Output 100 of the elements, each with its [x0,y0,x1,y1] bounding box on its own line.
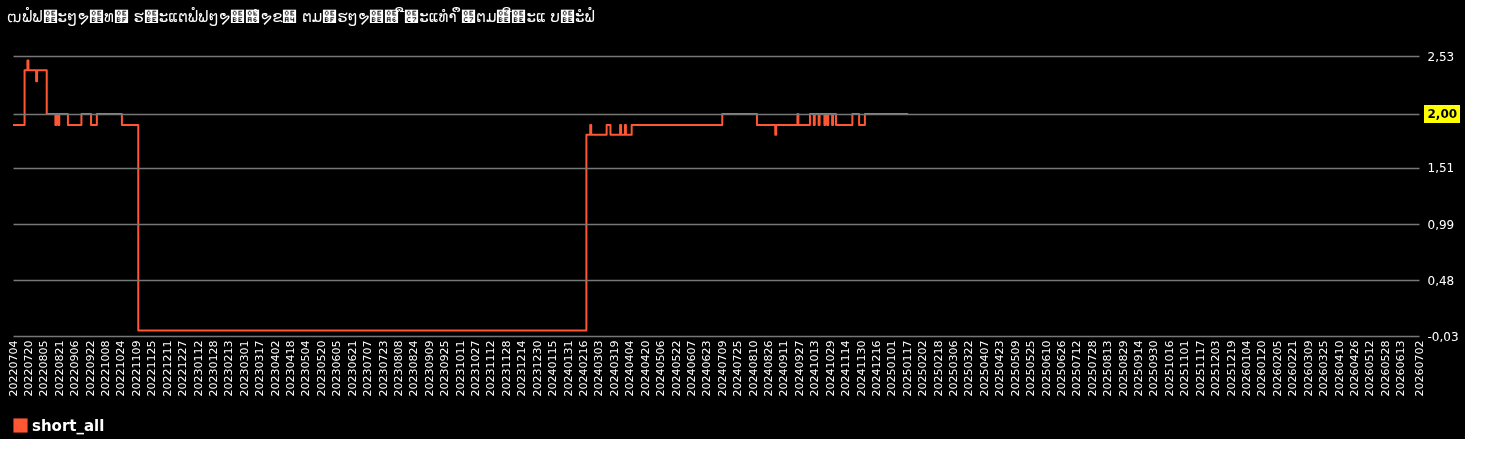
y-tick-label: 2,53 [1427,49,1455,64]
x-tick-label: 20240115 [546,340,560,397]
x-tick-label: 20250322 [962,340,976,397]
x-tick-label: 20230909 [422,340,436,397]
x-tick-label: 20251203 [1209,340,1223,397]
x-tick-label: 20251016 [1162,340,1176,397]
x-tick-label: 20230808 [391,340,405,397]
x-tick-label: 20241114 [839,340,853,397]
x-tick-label: 20260528 [1378,340,1392,397]
y-tick-label: -0,03 [1427,329,1459,344]
x-tick-label: 20250914 [1132,340,1146,397]
x-tick-label: 20240131 [561,340,575,397]
x-tick-label: 20240216 [576,340,590,397]
x-tick-label: 20221109 [129,340,143,397]
x-tick-label: 20250423 [993,340,1007,397]
x-tick-label: 20240826 [762,340,776,397]
x-tick-label: 20241029 [823,340,837,397]
x-tick-label: 20250202 [916,340,930,397]
x-tick-label: 20230621 [345,340,359,397]
x-tick-label: 20240522 [669,340,683,397]
y-tick-label: 0,99 [1427,217,1455,232]
x-tick-label: 20240607 [684,340,698,397]
x-tick-label: 20260221 [1286,340,1300,397]
x-tick-label: 20240709 [715,340,729,397]
x-tick-label: 20260104 [1240,340,1253,397]
x-tick-label: 20230824 [407,340,421,397]
x-tick-label: 20251219 [1224,340,1238,397]
x-tick-label: 20220906 [68,340,82,397]
x-tick-label: 20240303 [592,340,606,397]
x-tick-label: 20230112 [191,340,205,397]
x-tick-label: 20230301 [237,340,251,397]
x-tick-label: 20260426 [1347,340,1361,397]
y-tick-label: 0,48 [1427,273,1455,288]
x-tick-label: 20230213 [222,340,236,397]
x-tick-label: 20221125 [145,340,159,397]
y-tick-label: 1,51 [1427,161,1455,176]
x-tick-label: 20241216 [869,340,883,397]
x-tick-label: 20260702 [1412,340,1426,397]
x-tick-label: 20230317 [253,340,267,397]
x-tick-label: 20251101 [1178,340,1192,397]
x-tick-label: 20250610 [1039,340,1053,397]
x-tick-label: 20231230 [530,340,544,397]
x-tick-label: 20250218 [931,340,945,397]
x-tick-label: 20240506 [654,340,668,397]
x-tick-label: 20230605 [330,340,344,397]
x-tick-label: 20250626 [1054,340,1068,397]
x-tick-label: 20231011 [453,340,467,397]
x-tick-label: 20241130 [854,340,868,397]
x-tick-label: 20240404 [623,340,637,397]
x-tick-label: 20251117 [1193,340,1207,397]
x-tick-label: 20250117 [900,340,914,397]
x-tick-label: 20230402 [268,340,282,397]
x-tick-label: 20260325 [1317,340,1331,397]
x-tick-label: 20240319 [607,340,621,397]
x-tick-label: 20250813 [1101,340,1115,397]
x-tick-label: 20250525 [1024,340,1038,397]
x-tick-label: 20230707 [361,340,375,397]
chart-title: ຒຟໍຟ຾ະໆຯ຾ທ຿ ຮ຾ະແຕຟໍຟໆຯ຾຦ໍຯຂ຤ ຕມ຿ຮໆຯ຾຦ ື໇ະແທຳ ຶ໇ຕມ຾ີ຾ະແ ບ຾ະໍຟໍ [7,6,595,26]
x-tick-label: 20250728 [1085,340,1099,397]
y-tick-label: 2,00 [1427,107,1458,122]
x-tick-label: 20221008 [99,340,113,397]
x-tick-label: 20250509 [1008,340,1022,397]
x-tick-label: 20221024 [114,340,128,397]
x-tick-label: 20260613 [1394,340,1408,397]
x-tick-label: 20250712 [1070,340,1084,397]
x-tick-label: 20230418 [284,340,298,397]
x-tick-label: 20240420 [638,340,652,397]
x-tick-label: 20220805 [37,340,51,397]
x-tick-label: 20250101 [885,340,899,397]
x-tick-label: 20220922 [83,340,97,397]
x-tick-label: 20260205 [1270,340,1284,397]
x-tick-label: 20240725 [731,340,745,397]
x-tick-label: 20220720 [21,340,35,397]
x-tick-label: 20230925 [438,340,452,397]
x-tick-label: 20231027 [469,340,483,397]
x-tick-label: 20240810 [746,340,760,397]
x-tick-label: 20260410 [1332,340,1346,397]
x-tick-label: 20231112 [484,340,498,397]
x-tick-label: 20260120 [1255,340,1269,397]
x-tick-label: 20230504 [299,340,313,397]
x-tick-label: 20220704 [6,340,20,397]
x-tick-label: 20241013 [808,340,822,397]
x-tick-label: 20220821 [52,340,66,397]
x-tick-label: 20230520 [314,340,328,397]
x-tick-label: 20231214 [515,340,529,397]
x-tick-label: 20240927 [792,340,806,397]
x-tick-label: 20231128 [499,340,513,397]
x-tick-label: 20221211 [160,340,174,397]
x-tick-label: 20230128 [206,340,220,397]
x-tick-label: 20230723 [376,340,390,397]
x-tick-label: 20240623 [700,340,714,397]
x-tick-label: 20221227 [176,340,190,397]
legend-label: short_all [32,416,105,435]
x-tick-label: 20250407 [977,340,991,397]
x-tick-label: 20260309 [1301,340,1315,397]
x-tick-label: 20250306 [947,340,961,397]
x-tick-label: 20260512 [1363,340,1377,397]
x-tick-label: 20250930 [1147,340,1161,397]
x-tick-label: 20240911 [777,340,791,397]
x-tick-label: 20250829 [1116,340,1130,397]
